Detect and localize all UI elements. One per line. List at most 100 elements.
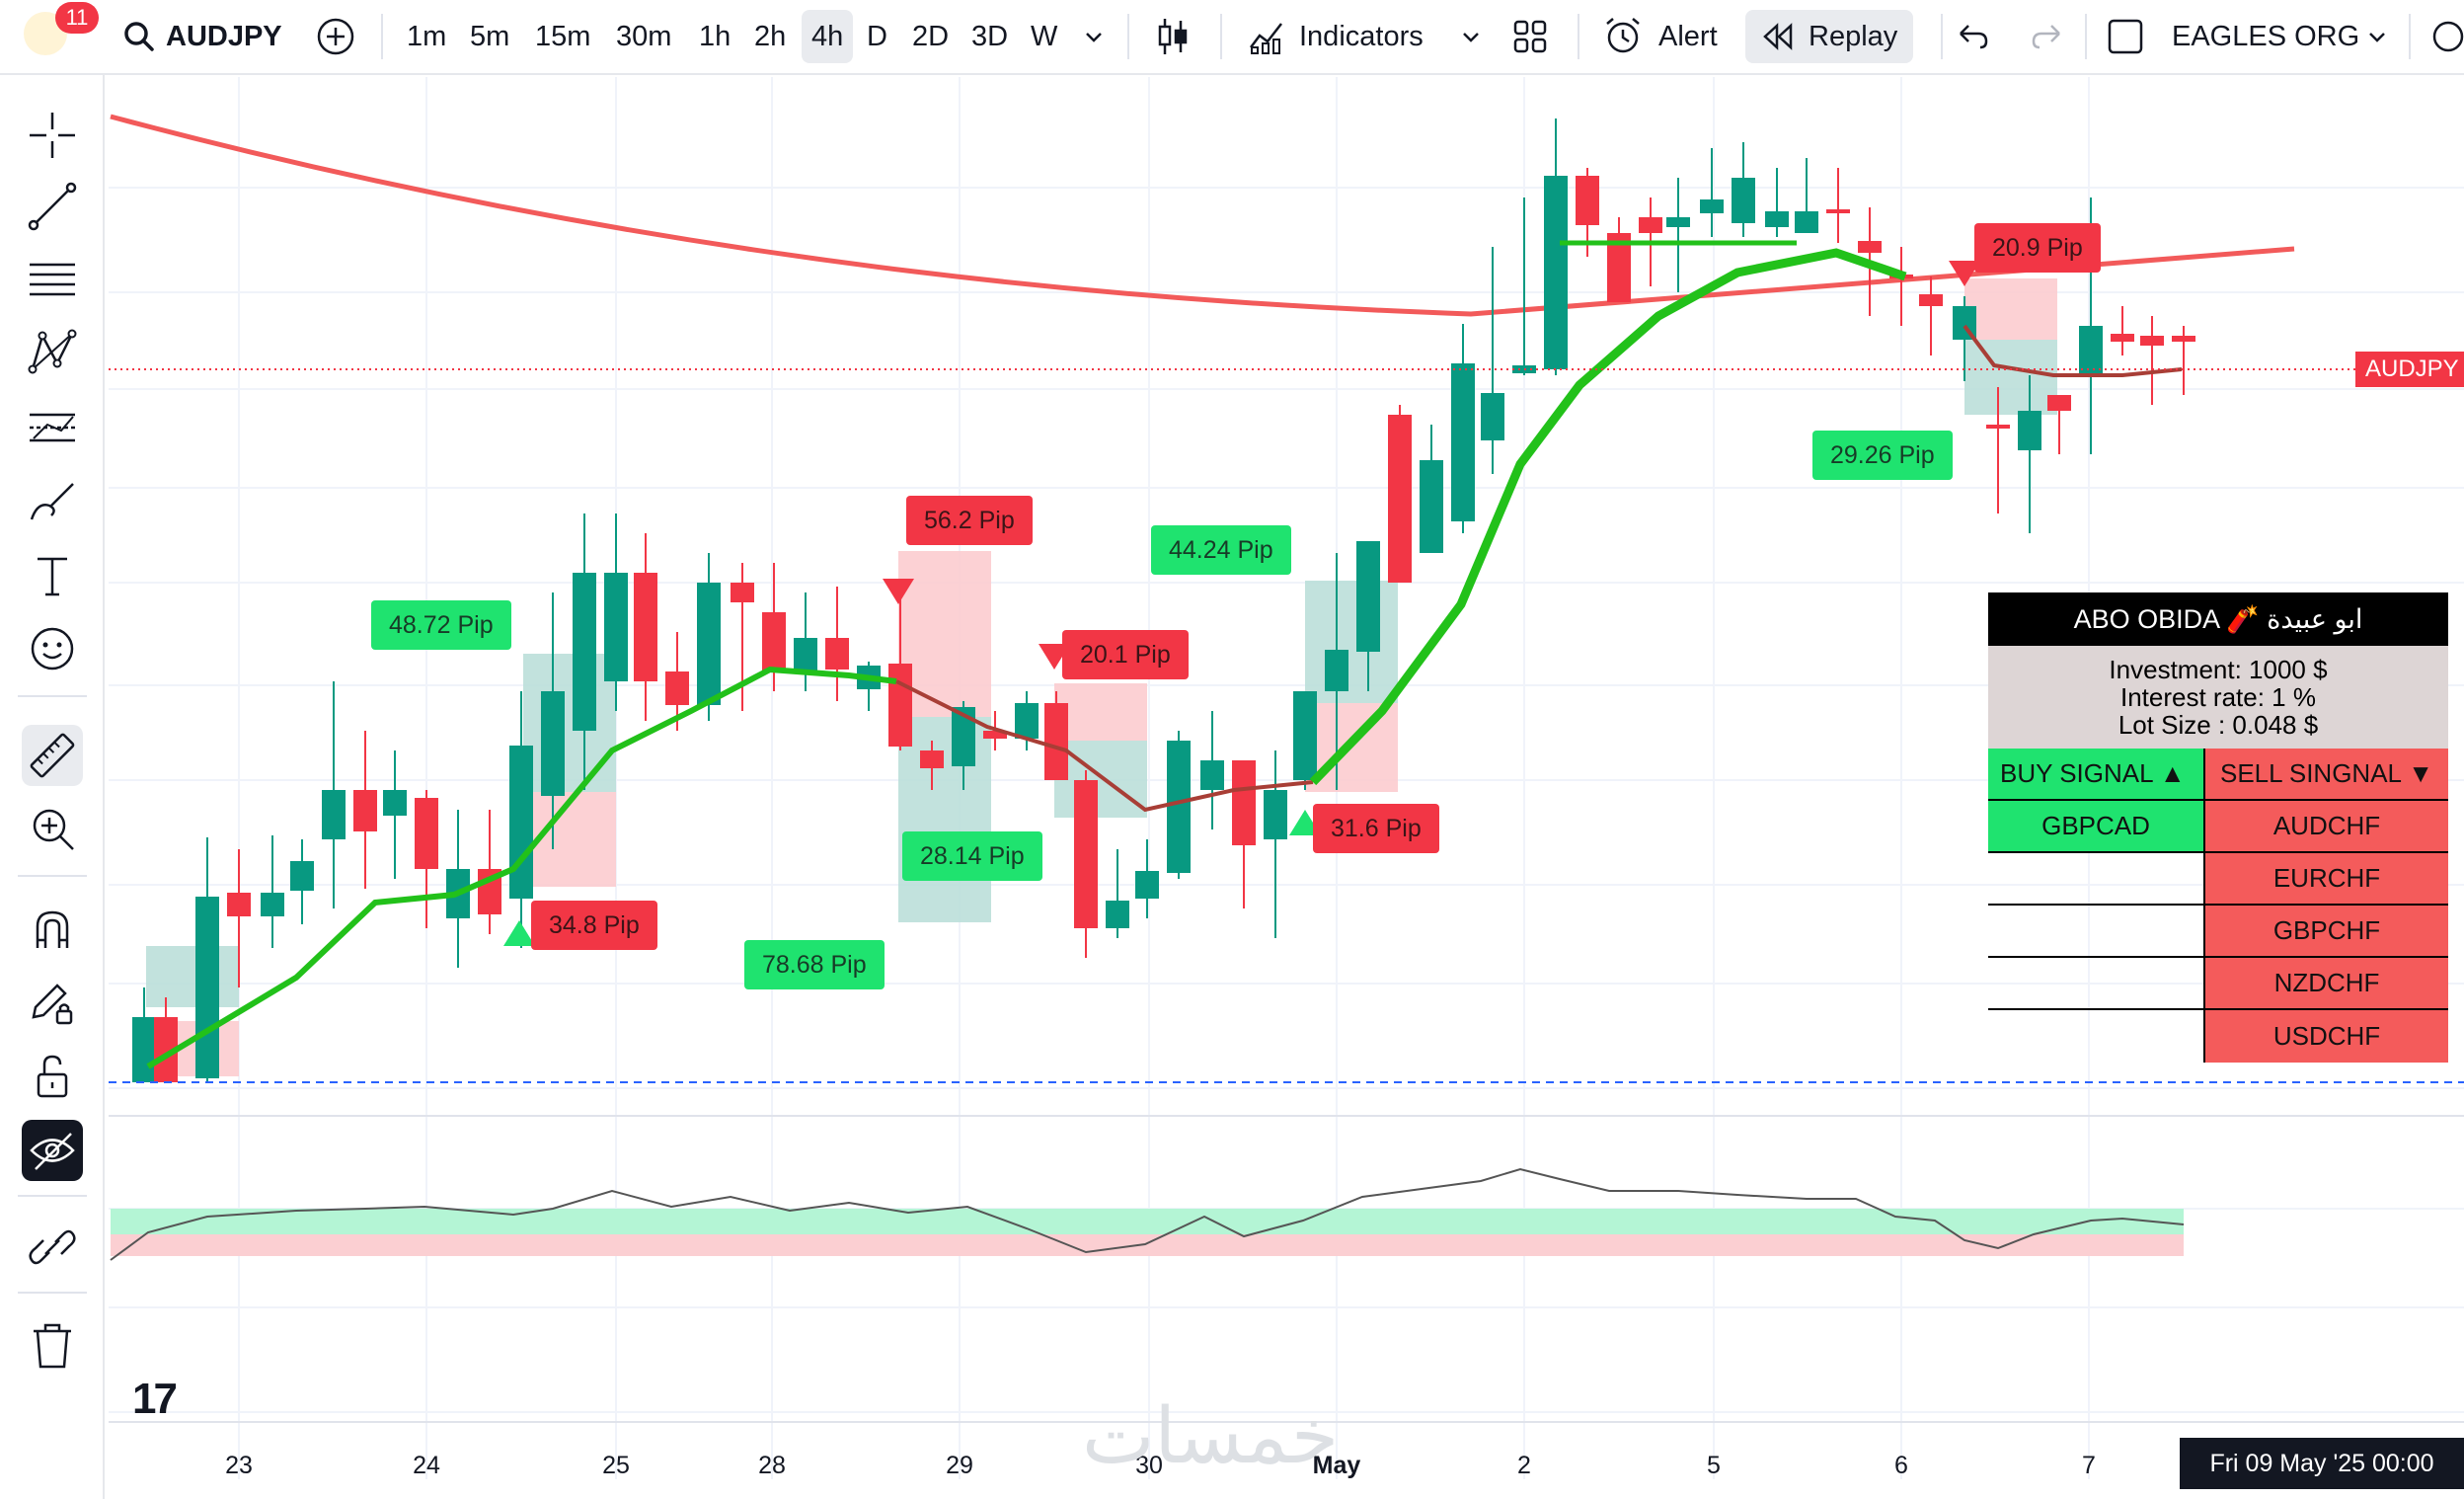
symbol-search-button[interactable]: AUDJPY [122,10,282,63]
layouts-button[interactable] [1512,10,1548,63]
undo-icon [1960,25,1988,49]
symbol-name: AUDJPY [166,20,282,52]
tradingview-logo[interactable]: 17 [132,1375,178,1423]
candle-body [1167,741,1191,873]
candle-body [541,691,565,796]
buy-arrow [503,920,535,946]
candle-body [290,861,314,891]
layout-dropdown[interactable] [2365,10,2389,63]
redo-button[interactable] [2030,10,2065,63]
watermark: خمسات [1082,1392,1340,1481]
tf-4h[interactable]: 4h [802,10,854,63]
lock-drawing-tool[interactable] [22,972,83,1033]
x-axis-label: 23 [225,1452,253,1479]
link-icon [29,1229,76,1265]
zoom-tool[interactable] [22,798,83,859]
tf-15m[interactable]: 15m [535,20,591,52]
emoji-tool[interactable] [22,618,83,679]
brush-icon [30,483,74,520]
rsi-upper-band [111,1209,2184,1234]
compare-symbol-button[interactable] [316,10,355,63]
magnet-tool[interactable] [22,899,83,960]
pip-label-long-4: 44.24 Pip [1151,525,1291,575]
candle-body [604,573,628,681]
trend-line-bear [895,679,1314,813]
candle-body [509,746,533,899]
candle-body [888,664,912,747]
replay-button[interactable]: Replay [1745,10,1914,63]
timeframe-dropdown[interactable] [1082,10,1106,63]
x-axis-label: 29 [946,1452,973,1479]
text-tool[interactable] [22,545,83,606]
tf-5m[interactable]: 5m [470,20,510,52]
crosshair-tool[interactable] [22,105,83,166]
candle-body [2111,334,2134,342]
alert-button[interactable]: Alert [1603,10,1718,63]
trendline-tool[interactable] [22,176,83,237]
candle-body [1015,703,1039,739]
sell-signal-header: SELL SINGNAL ▼ [2203,749,2448,801]
panel-title: ABO OBIDA 🧨 ابو عبيدة [1988,592,2448,646]
candle-body [762,612,786,671]
tf-1m[interactable]: 1m [407,20,447,52]
buy-pair: GBPCAD [1988,801,2203,853]
lock-all-tool[interactable] [22,1045,83,1106]
candle-body [1765,211,1789,227]
candle-body [1481,393,1504,440]
layout-save-button[interactable]: EAGLES ORG [2107,10,2359,63]
pattern-tool[interactable] [22,322,83,383]
remove-drawings-tool[interactable] [22,1315,83,1377]
candle-body [1264,790,1287,839]
trash-icon [34,1323,71,1369]
forecast-icon [30,413,75,442]
indicators-button[interactable]: Indicators [1248,10,1424,63]
signal-row: GBPCHF [1988,906,2448,958]
hide-drawings-tool[interactable] [22,1120,83,1181]
tf-1h[interactable]: 1h [699,20,732,52]
sell-pair: GBPCHF [2203,906,2448,958]
tf-2h[interactable]: 2h [754,20,787,52]
horizontal-lines-tool[interactable] [22,249,83,310]
tf-2D[interactable]: 2D [912,20,950,52]
tf-W[interactable]: W [1031,20,1058,52]
buy-pair [1988,906,2203,958]
candle-body [920,750,944,768]
chevron-down-icon [2369,33,2385,42]
sell-arrow [1949,261,1980,286]
sell-arrow [883,579,914,604]
candle-body [353,790,377,831]
x-axis-label: 5 [1707,1452,1721,1479]
candle-body [1325,650,1348,691]
measure-tool[interactable] [22,725,83,786]
forecasting-tool[interactable] [22,397,83,458]
tf-3D[interactable]: 3D [971,20,1009,52]
drawing-toolbar [0,75,105,1499]
trend-line [146,666,897,1069]
candle-body [1986,425,2010,429]
undo-button[interactable] [1955,10,1990,63]
layout-name: EAGLES ORG [2172,20,2360,52]
notification-badge[interactable]: 11 [55,2,99,34]
top-toolbar: 11 AUDJPY 1m 5m 15m 30m 1h 2h 4h D 2D 3D… [0,0,2464,75]
x-axis-label: 30 [1135,1452,1163,1479]
quick-search-button[interactable] [2428,10,2464,63]
tf-D[interactable]: D [867,20,887,52]
plus-circle-icon [317,18,354,55]
chart-type-button[interactable] [1155,10,1191,63]
rsi-lower-band [111,1234,2184,1256]
price-chart[interactable] [109,77,2464,1499]
eye-off-icon [30,1133,75,1170]
x-axis-label: 2 [1517,1452,1531,1479]
position-box [1305,581,1398,703]
brush-tool[interactable] [22,470,83,531]
trend-line-icon [28,182,77,231]
indicators-dropdown[interactable] [1459,10,1483,63]
candle-body [1420,460,1443,553]
tf-30m[interactable]: 30m [616,20,672,52]
sell-pair: EURCHF [2203,853,2448,906]
x-axis-label: 25 [602,1452,630,1479]
unlock-icon [37,1055,68,1098]
candle-body [1919,294,1943,306]
candle-body [1576,176,1599,225]
link-tool[interactable] [22,1217,83,1278]
